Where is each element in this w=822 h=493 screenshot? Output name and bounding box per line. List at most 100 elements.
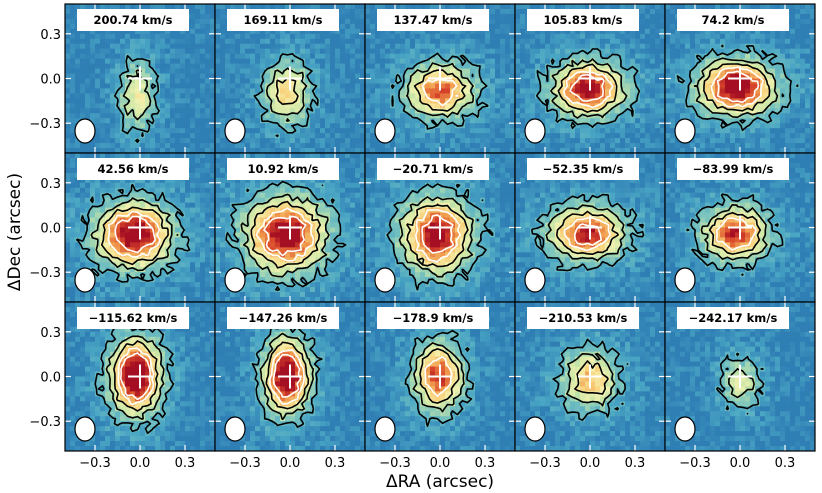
velocity-label-box bbox=[527, 307, 639, 329]
contour-line bbox=[531, 193, 645, 272]
velocity-label: −83.99 km/s bbox=[693, 162, 774, 176]
contour-line bbox=[424, 356, 453, 397]
contour-line bbox=[545, 204, 626, 262]
beam-ellipse bbox=[74, 118, 96, 144]
velocity-label: 169.11 km/s bbox=[243, 13, 322, 27]
panel-frame bbox=[664, 301, 816, 452]
x-tick-label: 0.0 bbox=[730, 456, 751, 471]
beam-ellipse bbox=[674, 416, 696, 442]
contour-line bbox=[398, 196, 474, 278]
beam-ellipse bbox=[524, 267, 546, 293]
x-tick-label: 0.0 bbox=[130, 456, 151, 471]
contour-line bbox=[566, 352, 616, 407]
velocity-label: −52.35 km/s bbox=[543, 162, 624, 176]
velocity-label-box bbox=[377, 9, 489, 31]
velocity-label: 137.47 km/s bbox=[393, 13, 472, 27]
velocity-label: −147.26 km/s bbox=[239, 311, 328, 325]
panel-ticks bbox=[65, 153, 215, 302]
x-tick-label: −0.3 bbox=[79, 456, 111, 471]
contour-line bbox=[269, 349, 305, 405]
y-tick-label: −0.3 bbox=[29, 117, 61, 132]
contour-line bbox=[117, 347, 155, 406]
heatmap-pixels bbox=[365, 302, 515, 451]
velocity-label-box bbox=[227, 307, 339, 329]
channel-panel: −52.35 km/s bbox=[514, 152, 666, 303]
contour-line bbox=[573, 223, 603, 246]
contour-line bbox=[557, 63, 618, 113]
velocity-label: 10.92 km/s bbox=[247, 162, 318, 176]
contour-line bbox=[556, 210, 619, 255]
velocity-label-box bbox=[677, 158, 789, 180]
panel-ticks bbox=[515, 4, 665, 153]
y-tick-label: 0.0 bbox=[40, 371, 61, 386]
beam-ellipse bbox=[674, 267, 696, 293]
contour-line bbox=[413, 69, 467, 112]
contour-line bbox=[113, 340, 159, 412]
contour-line bbox=[693, 57, 779, 119]
y-tick-label: 0.3 bbox=[40, 28, 61, 43]
x-tick-label: 0.3 bbox=[475, 456, 496, 471]
contour-line bbox=[686, 193, 784, 276]
beam-ellipse bbox=[374, 416, 396, 442]
velocity-label: 74.2 km/s bbox=[701, 13, 764, 27]
contour-line bbox=[265, 67, 308, 122]
contour-line bbox=[728, 368, 755, 399]
contour-line bbox=[406, 203, 469, 268]
contour-line bbox=[76, 184, 191, 283]
velocity-label-box bbox=[77, 307, 189, 329]
velocity-label-box bbox=[377, 158, 489, 180]
beam-ellipse bbox=[524, 118, 546, 144]
y-tick-label: 0.0 bbox=[40, 73, 61, 88]
contour-line bbox=[421, 214, 455, 254]
velocity-label: −242.17 km/s bbox=[689, 311, 778, 325]
channel-panel: −83.99 km/s bbox=[664, 152, 816, 303]
channel-panel: 169.11 km/s bbox=[214, 3, 366, 154]
contour-line bbox=[253, 53, 319, 138]
contour-line bbox=[259, 332, 315, 420]
contour-line bbox=[536, 48, 641, 129]
y-tick-label: 0.3 bbox=[40, 177, 61, 192]
panel-ticks bbox=[665, 4, 815, 153]
x-tick-label: 0.3 bbox=[775, 456, 796, 471]
contour-line bbox=[415, 209, 461, 263]
velocity-label-box bbox=[377, 307, 489, 329]
velocity-label-box bbox=[527, 9, 639, 31]
panel-ticks bbox=[365, 153, 515, 302]
contour-line bbox=[101, 206, 169, 266]
velocity-label-box bbox=[227, 9, 339, 31]
beam-ellipse bbox=[224, 267, 246, 293]
channel-panel: 137.47 km/s bbox=[364, 3, 516, 154]
velocity-label: −210.53 km/s bbox=[539, 311, 628, 325]
beam-ellipse bbox=[74, 267, 96, 293]
x-tick-label: −0.3 bbox=[379, 456, 411, 471]
velocity-label-box bbox=[77, 9, 189, 31]
panel-ticks bbox=[65, 302, 215, 451]
channel-panel: 10.92 km/s bbox=[214, 152, 366, 303]
contour-line bbox=[552, 338, 629, 421]
contour-line bbox=[114, 215, 156, 254]
contour-line bbox=[275, 77, 299, 105]
y-tick-label: 0.0 bbox=[40, 222, 61, 237]
velocity-label-box bbox=[677, 307, 789, 329]
velocity-label-box bbox=[227, 158, 339, 180]
contour-line bbox=[114, 55, 160, 143]
contour-line bbox=[240, 193, 330, 278]
panel-ticks bbox=[215, 302, 365, 451]
beam-ellipse bbox=[224, 416, 246, 442]
velocity-label: 105.83 km/s bbox=[543, 13, 622, 27]
x-tick-label: 0.3 bbox=[175, 456, 196, 471]
velocity-label-box bbox=[677, 9, 789, 31]
y-tick-label: 0.3 bbox=[40, 326, 61, 341]
panel-ticks bbox=[65, 4, 215, 153]
x-axis-title: ΔRA (arcsec) bbox=[386, 472, 494, 492]
contour-line bbox=[255, 207, 315, 262]
x-tick-label: −0.3 bbox=[229, 456, 261, 471]
contour-line bbox=[716, 352, 765, 415]
panel-ticks bbox=[665, 302, 815, 451]
contour-line bbox=[703, 63, 771, 112]
x-tick-label: 0.3 bbox=[625, 456, 646, 471]
contour-line bbox=[700, 204, 768, 261]
beam-ellipse bbox=[524, 416, 546, 442]
beam-ellipse bbox=[224, 118, 246, 144]
contour-line bbox=[265, 341, 310, 410]
